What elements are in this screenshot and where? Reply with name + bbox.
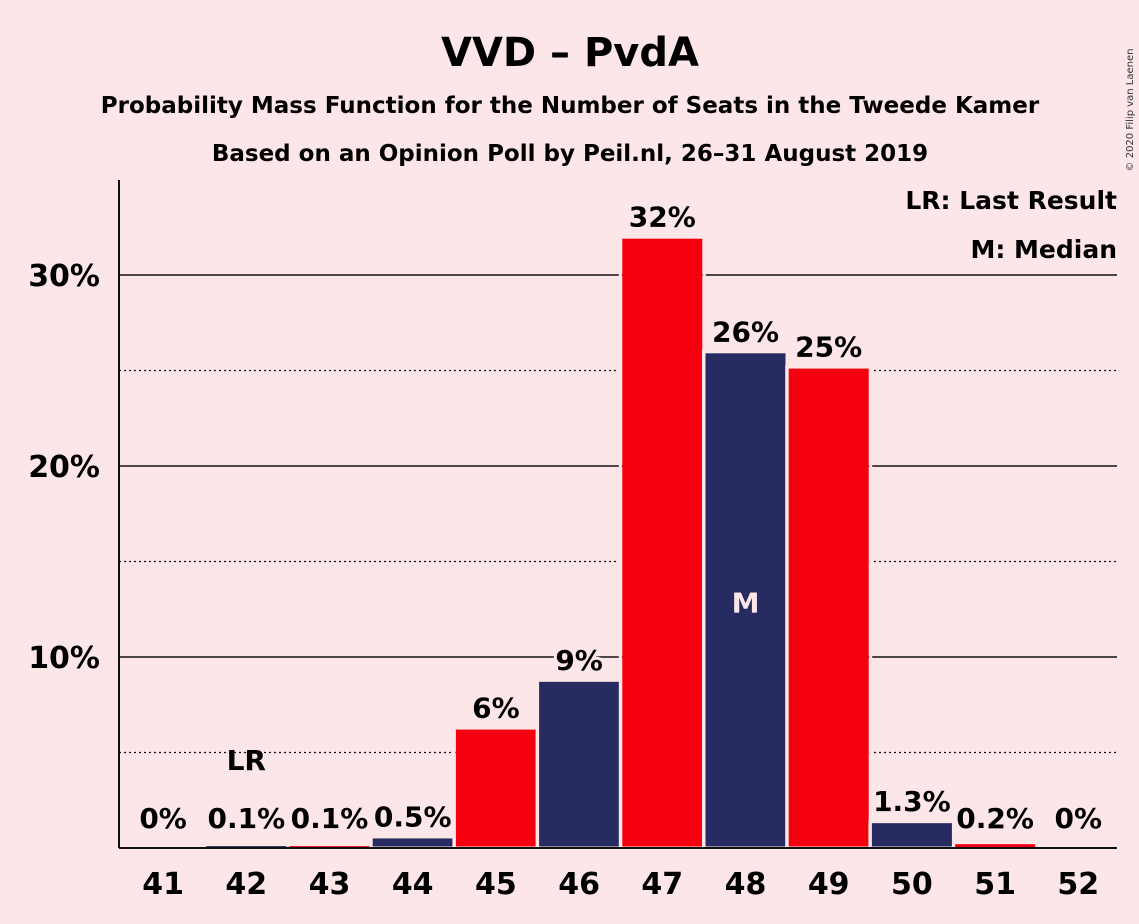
x-tick-47: 47 — [641, 867, 683, 902]
copyright-note: © 2020 Filip van Laenen — [1125, 49, 1136, 172]
bar-51 — [955, 844, 1036, 848]
data-label-45: 6% — [472, 692, 520, 725]
annotations: LR M — [227, 587, 760, 777]
grid-lines — [119, 274, 1117, 754]
data-label-44: 0.5% — [374, 800, 452, 833]
chart-subtitle-line-1: Probability Mass Function for the Number… — [101, 93, 1040, 119]
x-tick-41: 41 — [142, 867, 184, 902]
bar-44 — [372, 838, 453, 848]
legend-last-result: LR: Last Result — [905, 186, 1117, 215]
chart-title: VVD – PvdA — [441, 30, 699, 76]
bar-49 — [788, 368, 869, 848]
bar-50 — [871, 823, 952, 848]
x-tick-43: 43 — [309, 867, 351, 902]
bar-45 — [455, 729, 536, 848]
y-tick-10: 10% — [28, 641, 100, 676]
data-label-52: 0% — [1055, 802, 1103, 835]
data-label-50: 1.3% — [873, 785, 951, 818]
x-tick-48: 48 — [725, 867, 767, 902]
data-labels: 0% 0.1% 0.1% 0.5%6%9%32%26% 25%1.3%0.2% 0% — [136, 198, 1105, 838]
data-label-47: 32% — [629, 201, 696, 234]
legend-median: M: Median — [970, 235, 1117, 264]
data-label-43: 0.1% — [291, 802, 369, 835]
x-tick-42: 42 — [225, 867, 267, 902]
x-tick-46: 46 — [558, 867, 600, 902]
median-marker: M — [732, 587, 760, 620]
data-label-48: 26% — [712, 315, 779, 348]
y-tick-labels: 10% 20% 30% — [28, 259, 100, 676]
y-tick-20: 20% — [28, 450, 100, 485]
x-tick-49: 49 — [808, 867, 850, 902]
data-label-49: 25% — [795, 331, 862, 364]
last-result-marker: LR — [227, 744, 266, 777]
x-tick-51: 51 — [974, 867, 1016, 902]
axes — [118, 180, 1117, 849]
bars — [206, 235, 1036, 850]
data-label-46: 9% — [555, 644, 603, 677]
x-tick-44: 44 — [392, 867, 434, 902]
x-tick-52: 52 — [1057, 867, 1099, 902]
x-tick-labels: 41 42 43 44 45 46 47 48 49 50 51 52 — [142, 867, 1099, 902]
y-tick-30: 30% — [28, 259, 100, 294]
x-tick-45: 45 — [475, 867, 517, 902]
chart-subtitle-line-2: Based on an Opinion Poll by Peil.nl, 26–… — [212, 141, 928, 167]
data-label-42: 0.1% — [207, 802, 285, 835]
bar-46 — [539, 681, 620, 848]
data-label-51: 0.2% — [956, 802, 1034, 835]
x-tick-50: 50 — [891, 867, 933, 902]
bar-47 — [622, 238, 703, 848]
data-label-41: 0% — [139, 802, 187, 835]
bar-48 — [705, 353, 786, 848]
